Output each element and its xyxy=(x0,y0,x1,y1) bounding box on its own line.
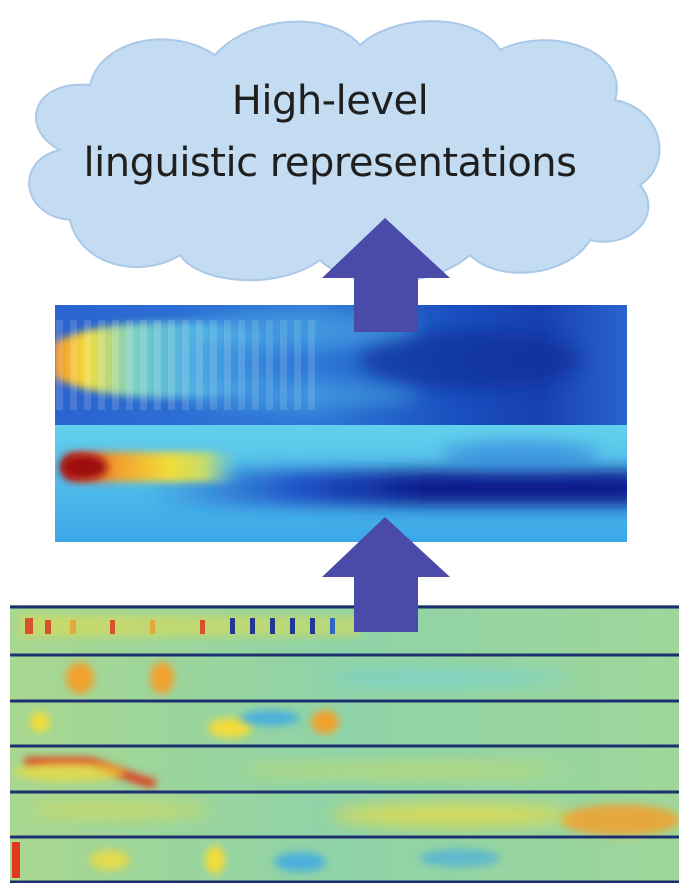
top-heatmap xyxy=(40,305,627,425)
bottom-heatmap xyxy=(10,605,679,883)
cloud-title-line2: linguistic representations xyxy=(20,140,640,186)
middle-heatmap xyxy=(55,425,640,542)
cloud-title-line1: High-level xyxy=(20,78,640,124)
